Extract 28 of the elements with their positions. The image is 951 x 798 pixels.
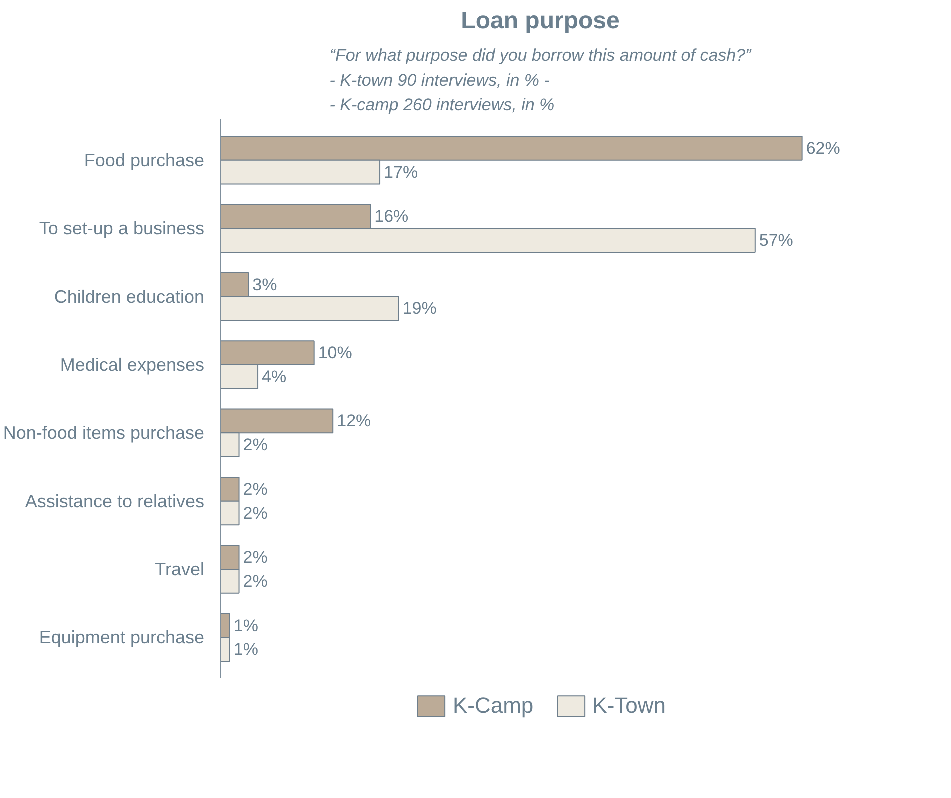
chart-subtitle: “For what purpose did you borrow this amount of cash?” - K-town 90 interviews, in % - - K-camp 260 interviews, in % bbox=[330, 46, 753, 114]
chart-title: Loan purpose bbox=[461, 8, 620, 34]
data-label: 3% bbox=[252, 275, 278, 294]
y-tick-label: Children education bbox=[54, 286, 205, 307]
data-label: 19% bbox=[402, 299, 437, 318]
data-label: 2% bbox=[243, 436, 268, 455]
data-label: 4% bbox=[262, 367, 287, 386]
y-tick-label: Medical expenses bbox=[60, 354, 205, 375]
y-tick-label: Assistance to relatives bbox=[25, 491, 204, 512]
data-label: 2% bbox=[243, 572, 268, 591]
y-tick-label: Equipment purchase bbox=[39, 628, 205, 648]
data-label: 1% bbox=[234, 616, 258, 636]
data-label: 2% bbox=[243, 548, 268, 568]
data-label: 12% bbox=[337, 412, 372, 431]
data-label: 1% bbox=[234, 640, 258, 660]
data-label: 10% bbox=[318, 344, 352, 363]
y-tick-label: Non-food items purchase bbox=[3, 423, 205, 444]
legend-label: K-Town bbox=[592, 693, 666, 719]
y-tick-label: Travel bbox=[155, 560, 204, 580]
y-tick-label: To set-up a business bbox=[39, 218, 204, 239]
y-tick-label: Food purchase bbox=[84, 150, 204, 170]
data-label: 17% bbox=[384, 162, 418, 182]
legend-label: K-Camp bbox=[452, 693, 534, 719]
data-label: 57% bbox=[759, 231, 794, 250]
data-label: 2% bbox=[243, 480, 268, 499]
data-label: 2% bbox=[243, 504, 268, 523]
data-label: 16% bbox=[374, 207, 409, 226]
data-label: 62% bbox=[806, 138, 840, 158]
